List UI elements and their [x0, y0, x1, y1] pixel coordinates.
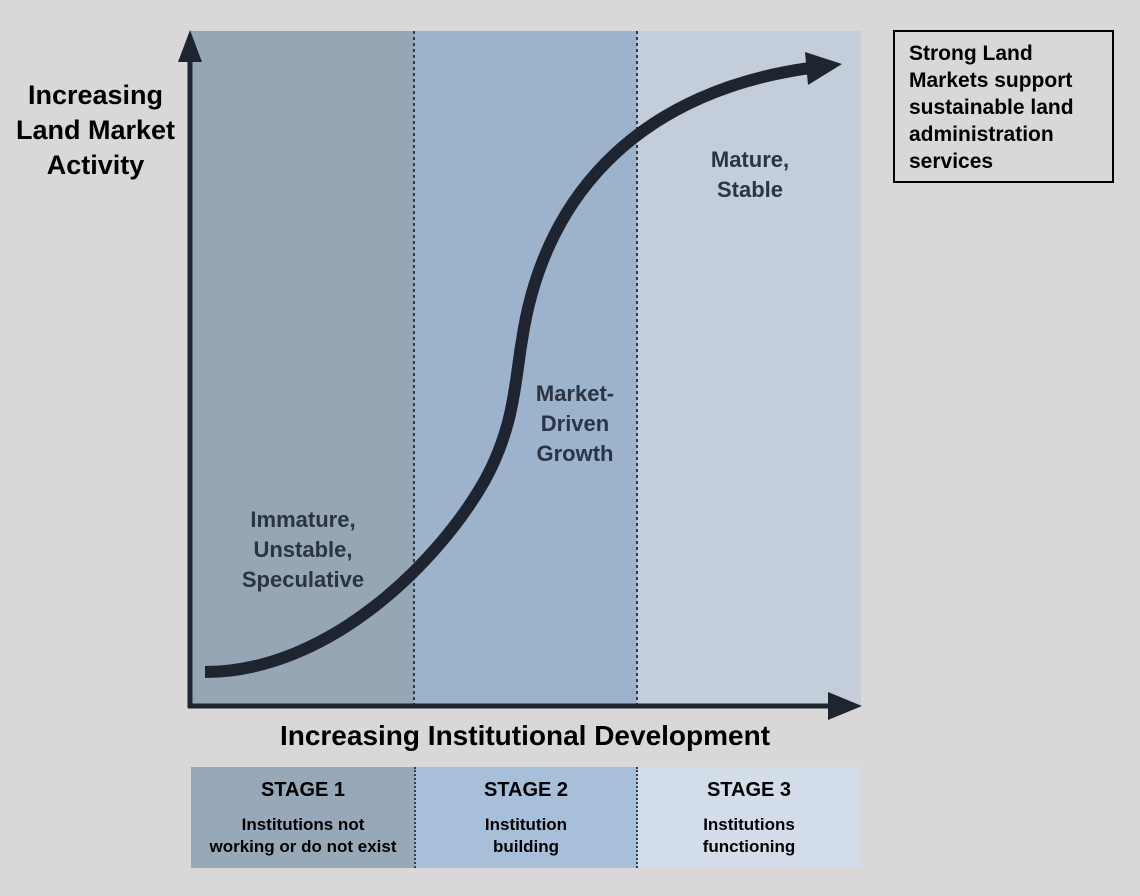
y-axis-arrowhead	[178, 30, 202, 62]
x-axis-title: Increasing Institutional Development	[279, 720, 771, 751]
zone-2-background	[414, 31, 637, 706]
y-axis-title: Increasing Land Market Activity	[15, 80, 176, 180]
zone-3-background	[637, 31, 861, 706]
zone-label-market-driven: Market- Driven Growth	[535, 381, 615, 466]
stage-2-box: STAGE 2 Institution building	[415, 767, 637, 868]
stage-1-box: STAGE 1 Institutions not working or do n…	[191, 767, 415, 868]
x-axis-arrowhead	[828, 692, 862, 720]
zone-label-mature: Mature, Stable	[710, 147, 790, 202]
zone-label-immature: Immature, Unstable, Speculative	[241, 507, 365, 592]
stage-1-title: STAGE 1	[260, 779, 346, 801]
stage-3-title: STAGE 3	[706, 779, 792, 801]
note-text: Strong Land Markets support sustainable …	[909, 42, 1074, 173]
stage-divider-2	[636, 767, 638, 868]
stage-divider-1	[414, 767, 416, 868]
stage-3-description: Institutions functioning	[702, 815, 796, 856]
stage-1-description: Institutions not working or do not exist	[209, 815, 397, 856]
curve-arrowhead	[805, 52, 842, 85]
stage-3-box: STAGE 3 Institutions functioning	[637, 767, 861, 868]
stage-2-title: STAGE 2	[483, 779, 569, 801]
s-curve	[204, 62, 811, 678]
stage-2-description: Institution building	[484, 815, 568, 856]
note-box: Strong Land Markets support sustainable …	[893, 30, 1114, 183]
zone-1-background	[190, 31, 414, 706]
